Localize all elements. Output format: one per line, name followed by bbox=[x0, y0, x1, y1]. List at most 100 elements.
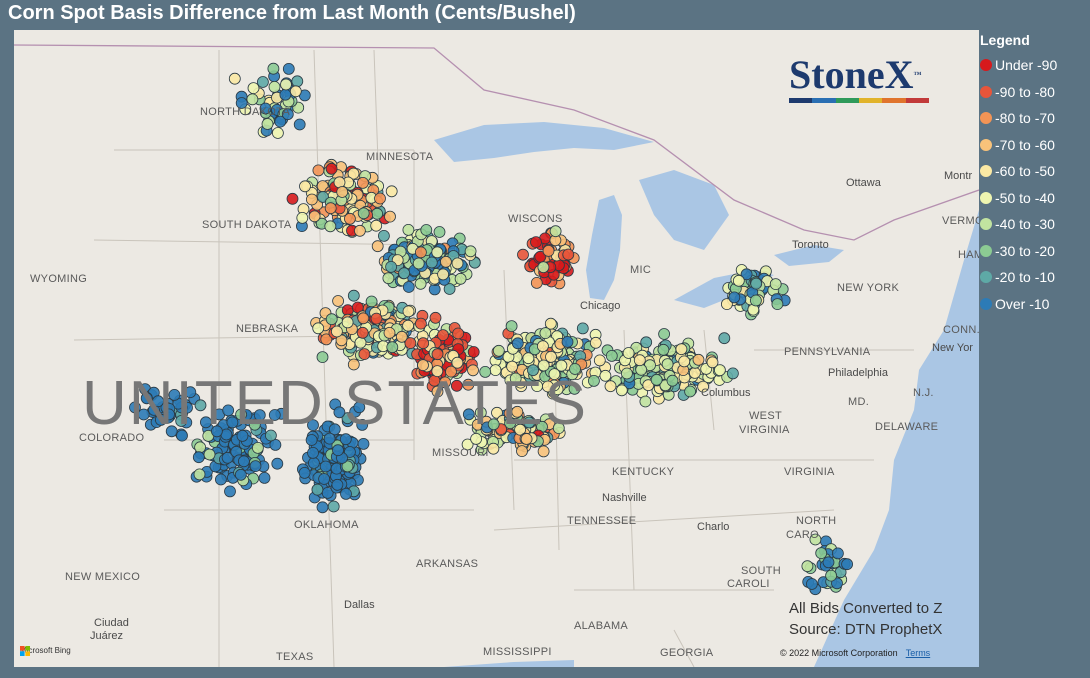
basis-dot[interactable] bbox=[251, 441, 264, 454]
basis-dot[interactable] bbox=[661, 358, 674, 371]
basis-dot[interactable] bbox=[640, 336, 653, 349]
basis-dot[interactable] bbox=[385, 185, 398, 198]
basis-dot[interactable] bbox=[451, 257, 464, 270]
map-canvas[interactable]: UNITED STATES NORTH DAKOTA MINNESOTA SOU… bbox=[14, 30, 979, 667]
basis-dot[interactable] bbox=[431, 385, 444, 398]
basis-dot[interactable] bbox=[333, 406, 346, 419]
basis-dot[interactable] bbox=[545, 350, 557, 363]
basis-dot[interactable] bbox=[221, 451, 234, 464]
basis-dot[interactable] bbox=[336, 186, 349, 198]
basis-dot[interactable] bbox=[718, 332, 731, 345]
basis-dot[interactable] bbox=[552, 422, 565, 435]
basis-dot[interactable] bbox=[462, 378, 475, 391]
basis-dot[interactable] bbox=[176, 429, 188, 442]
basis-dot[interactable] bbox=[689, 366, 701, 379]
basis-dot[interactable] bbox=[274, 115, 287, 128]
basis-dot[interactable] bbox=[249, 460, 262, 473]
basis-dot[interactable] bbox=[562, 248, 575, 261]
basis-dot[interactable] bbox=[351, 301, 364, 314]
basis-dot[interactable] bbox=[354, 336, 367, 349]
basis-dot[interactable] bbox=[523, 416, 535, 429]
basis-dot[interactable] bbox=[291, 75, 304, 88]
basis-dot[interactable] bbox=[383, 326, 396, 339]
basis-dot[interactable] bbox=[539, 327, 552, 340]
basis-dot[interactable] bbox=[439, 376, 452, 389]
basis-dot[interactable] bbox=[152, 395, 165, 408]
basis-dot[interactable] bbox=[305, 434, 318, 446]
basis-dot[interactable] bbox=[377, 229, 390, 242]
basis-dot[interactable] bbox=[404, 337, 417, 350]
basis-dot[interactable] bbox=[311, 483, 324, 496]
basis-dot[interactable] bbox=[384, 210, 396, 223]
basis-dot[interactable] bbox=[516, 445, 528, 458]
basis-dot[interactable] bbox=[530, 276, 543, 289]
basis-dot[interactable] bbox=[353, 224, 366, 237]
basis-dot[interactable] bbox=[537, 359, 550, 372]
basis-dot[interactable] bbox=[347, 289, 360, 302]
basis-dot[interactable] bbox=[412, 257, 425, 270]
basis-dot[interactable] bbox=[289, 85, 302, 98]
basis-dot[interactable] bbox=[281, 108, 294, 121]
basis-dot[interactable] bbox=[323, 432, 336, 445]
basis-dot[interactable] bbox=[258, 471, 271, 484]
basis-dot[interactable] bbox=[806, 578, 818, 590]
basis-dot[interactable] bbox=[520, 433, 533, 445]
basis-dot[interactable] bbox=[194, 441, 207, 454]
basis-dot[interactable] bbox=[203, 448, 216, 461]
basis-dot[interactable] bbox=[474, 406, 487, 419]
basis-dot[interactable] bbox=[650, 373, 663, 386]
basis-dot[interactable] bbox=[431, 246, 444, 259]
basis-dot[interactable] bbox=[684, 385, 696, 398]
basis-dot[interactable] bbox=[439, 255, 452, 268]
basis-dot[interactable] bbox=[801, 560, 814, 573]
basis-dot[interactable] bbox=[248, 418, 261, 431]
basis-dot[interactable] bbox=[357, 312, 370, 325]
basis-dot[interactable] bbox=[402, 305, 415, 318]
basis-dot[interactable] bbox=[319, 460, 332, 473]
basis-dot[interactable] bbox=[236, 429, 249, 442]
basis-dot[interactable] bbox=[417, 359, 429, 372]
basis-dot[interactable] bbox=[282, 63, 295, 75]
basis-dot[interactable] bbox=[517, 248, 529, 261]
basis-dot[interactable] bbox=[771, 298, 784, 311]
basis-dot[interactable] bbox=[312, 164, 325, 177]
basis-dot[interactable] bbox=[268, 409, 281, 421]
basis-dot[interactable] bbox=[431, 365, 444, 378]
basis-dot[interactable] bbox=[371, 240, 384, 253]
basis-dot[interactable] bbox=[491, 406, 503, 419]
basis-dot[interactable] bbox=[382, 272, 395, 285]
basis-dot[interactable] bbox=[341, 316, 354, 329]
basis-dot[interactable] bbox=[451, 356, 464, 369]
basis-dot[interactable] bbox=[402, 223, 415, 236]
terms-link[interactable]: Terms bbox=[905, 648, 931, 658]
basis-dot[interactable] bbox=[356, 326, 369, 339]
basis-dot[interactable] bbox=[414, 317, 427, 330]
basis-dot[interactable] bbox=[692, 353, 705, 366]
basis-dot[interactable] bbox=[420, 224, 433, 236]
basis-dot[interactable] bbox=[222, 404, 235, 417]
basis-dot[interactable] bbox=[298, 466, 311, 479]
basis-dot[interactable] bbox=[371, 207, 384, 220]
basis-dot[interactable] bbox=[320, 333, 333, 346]
basis-dot[interactable] bbox=[356, 418, 369, 431]
basis-dot[interactable] bbox=[542, 380, 554, 393]
basis-dot[interactable] bbox=[210, 425, 223, 438]
basis-dot[interactable] bbox=[492, 344, 505, 357]
basis-dot[interactable] bbox=[246, 93, 259, 106]
basis-dot[interactable] bbox=[154, 413, 167, 426]
legend-item[interactable]: -60 to -50 bbox=[980, 158, 1090, 185]
basis-dot[interactable] bbox=[332, 295, 345, 307]
basis-dot[interactable] bbox=[235, 97, 248, 109]
basis-dot[interactable] bbox=[822, 556, 835, 569]
basis-dot[interactable] bbox=[386, 341, 399, 354]
legend-item[interactable]: Over -10 bbox=[980, 291, 1090, 318]
basis-dot[interactable] bbox=[527, 364, 539, 377]
basis-dot[interactable] bbox=[452, 327, 465, 340]
basis-dot[interactable] bbox=[750, 277, 763, 290]
basis-dot[interactable] bbox=[635, 363, 648, 376]
basis-dot[interactable] bbox=[184, 386, 197, 399]
basis-dot[interactable] bbox=[357, 207, 370, 220]
basis-dot[interactable] bbox=[537, 261, 550, 274]
basis-dot[interactable] bbox=[555, 359, 568, 372]
basis-dot[interactable] bbox=[815, 547, 828, 559]
